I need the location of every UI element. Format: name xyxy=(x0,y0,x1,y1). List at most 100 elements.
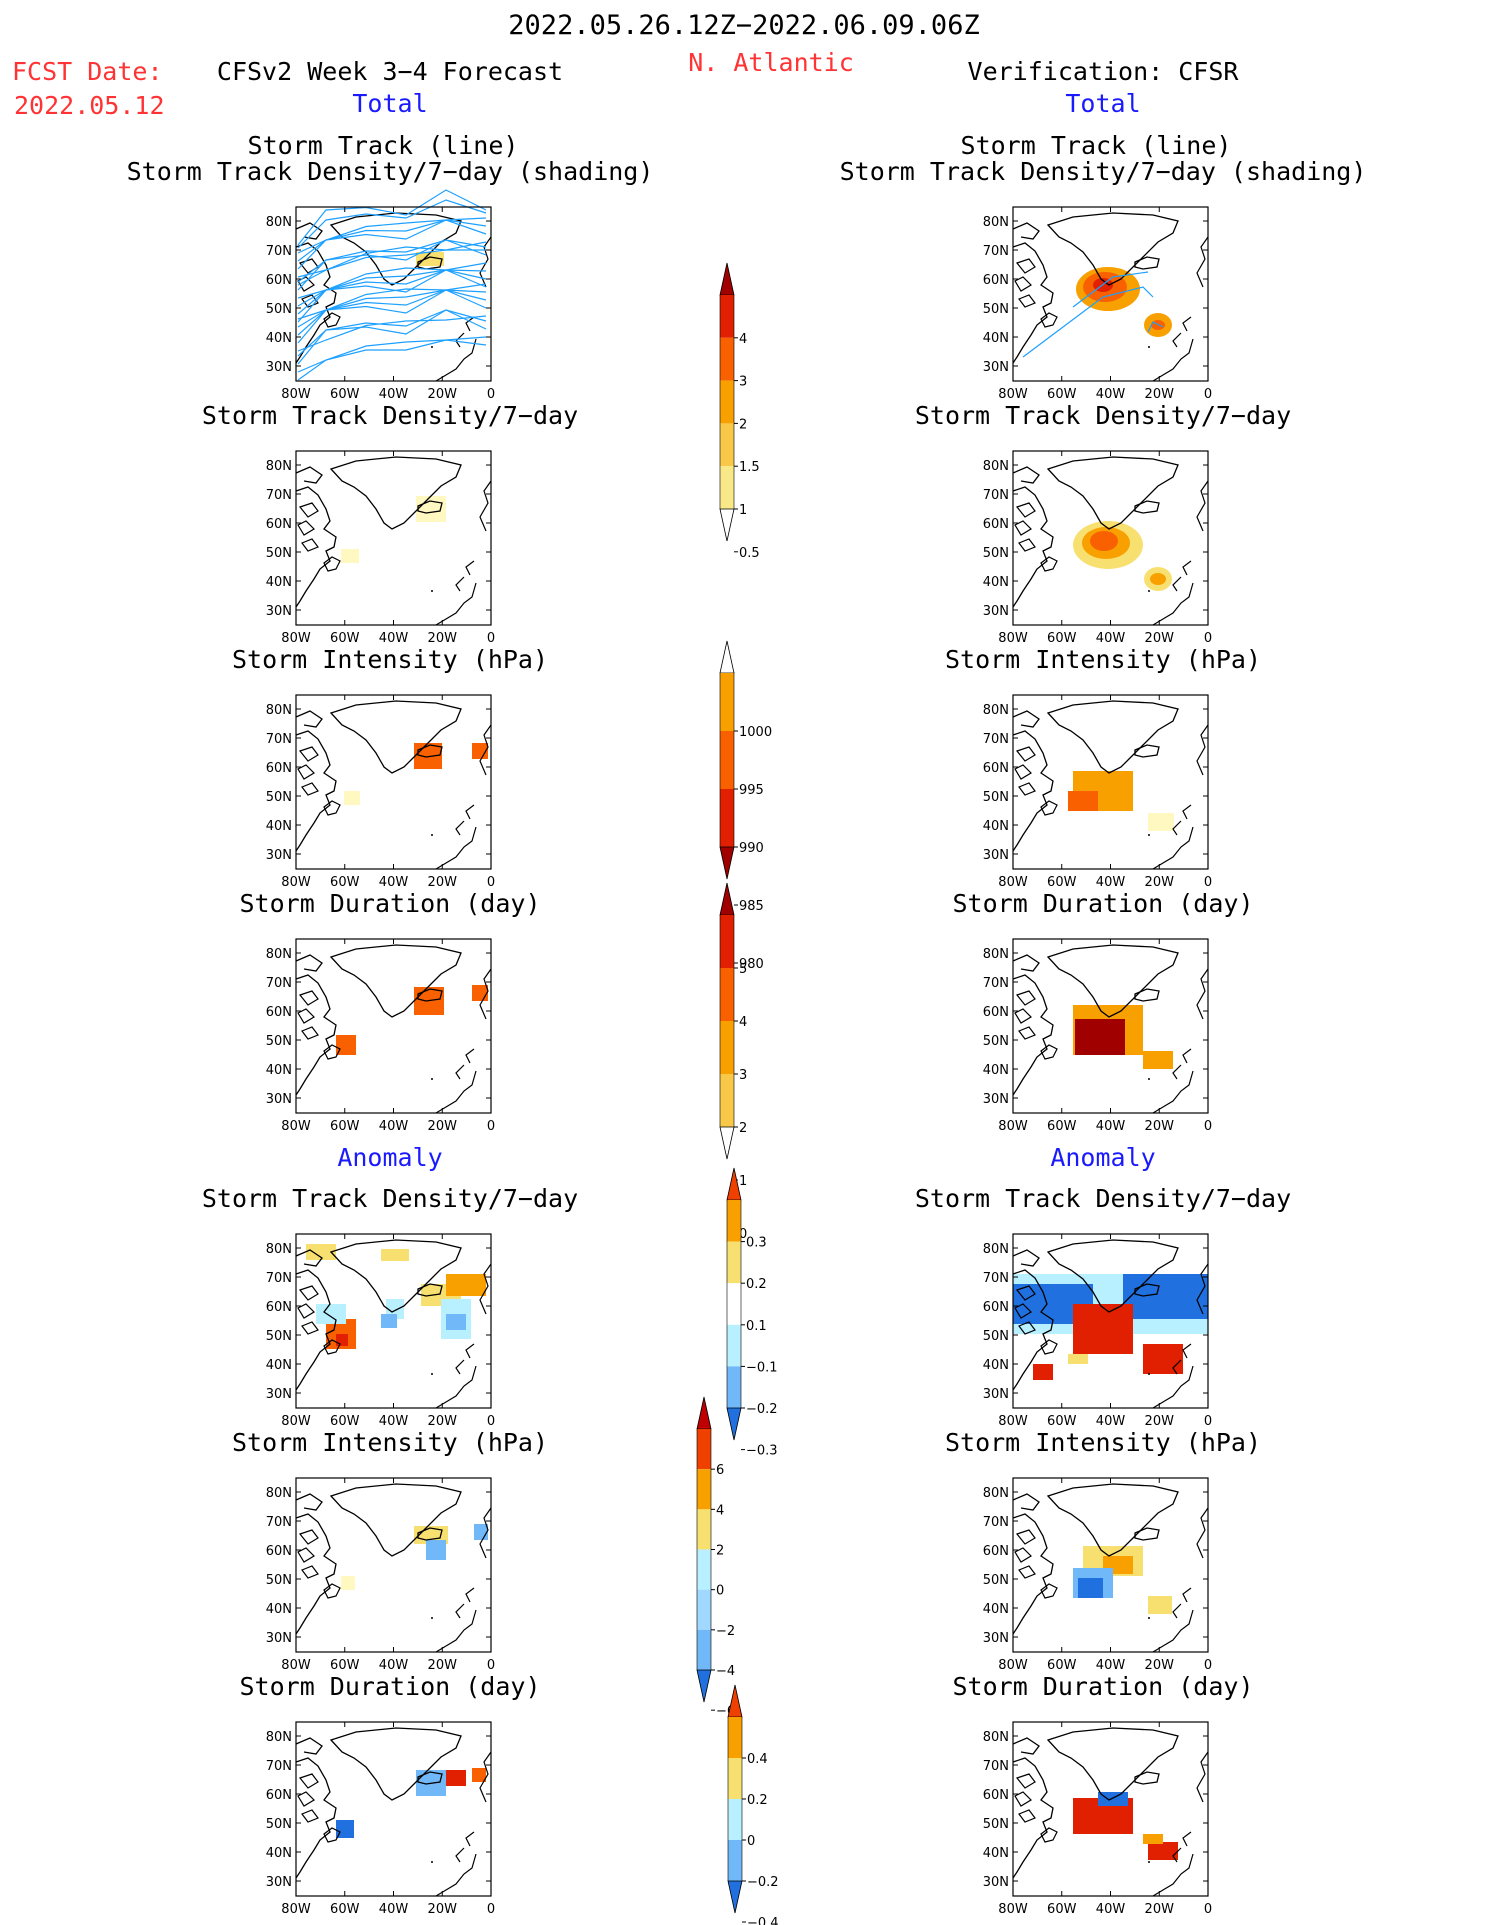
map-background xyxy=(296,451,491,625)
title-track-line-left: Storm Track (line) xyxy=(247,131,519,160)
lat-label: 60N xyxy=(266,1300,292,1315)
greenland-coast xyxy=(329,456,462,530)
lat-label: 70N xyxy=(266,976,292,991)
storm-track-line xyxy=(297,339,487,381)
lat-label: 60N xyxy=(266,1788,292,1803)
lon-label: 20W xyxy=(428,1658,458,1673)
lat-label: 50N xyxy=(266,546,292,561)
lon-label: 0 xyxy=(1204,875,1212,890)
lon-label: 0 xyxy=(1204,631,1212,646)
colorbar-intensity-total: 1000 995 990 985 980 xyxy=(719,640,772,972)
data-cell xyxy=(1098,1792,1128,1806)
data-cell xyxy=(341,549,359,563)
map-panel: 80N 70N 60N 50N 40N 30N 80W 60W 40W 20W 0 xyxy=(266,189,495,402)
colorbar-segment xyxy=(697,1469,711,1510)
storm-track-line xyxy=(297,269,487,315)
storm-track-line xyxy=(297,241,487,278)
greenland-coast xyxy=(1046,700,1179,774)
colorbar-segment xyxy=(727,1283,741,1325)
colorbar-segment xyxy=(727,1366,741,1408)
lon-label: 40W xyxy=(1096,1658,1126,1673)
island-dot xyxy=(1148,1617,1150,1619)
data-cell xyxy=(344,791,360,805)
colorbar-bottom xyxy=(719,508,735,542)
colorbar-label: 0.5 xyxy=(739,546,760,561)
anomaly-label-right: Anomaly xyxy=(1050,1143,1156,1172)
map-panel: 80N 70N 60N 50N 40N 30N 80W 60W 40W 20W 0 xyxy=(266,450,495,646)
greenland-coast xyxy=(1046,1727,1179,1801)
newfoundland-coast xyxy=(1040,1827,1058,1843)
canada-coast xyxy=(295,710,337,852)
colorbar-segment xyxy=(728,1840,742,1881)
colorbar-top xyxy=(696,1396,712,1430)
data-cell xyxy=(416,252,444,266)
iceland-coast xyxy=(417,988,443,1002)
iceland-coast xyxy=(1134,1527,1160,1541)
iceland-coast xyxy=(1134,744,1160,758)
storm-track-line xyxy=(297,315,487,352)
lat-label: 60N xyxy=(983,517,1009,532)
colorbar-segment xyxy=(720,1021,734,1074)
canada-coast xyxy=(1012,1737,1054,1879)
colorbar-segment xyxy=(720,423,734,467)
colorbar-label: 1000 xyxy=(739,725,772,740)
map-panel: 80N 70N 60N 50N 40N 30N 80W 60W 40W 20W 0 xyxy=(983,694,1212,890)
colorbar-label: 0.3 xyxy=(746,1236,767,1251)
data-cell xyxy=(446,1770,466,1786)
lat-label: 70N xyxy=(983,488,1009,503)
title-track-shading-right: Storm Track Density/7−day (shading) xyxy=(839,157,1367,186)
europe-coast xyxy=(1152,968,1209,1114)
data-cell xyxy=(1143,1051,1173,1069)
lat-label: 40N xyxy=(983,575,1009,590)
colorbar-label: −0.4 xyxy=(747,1916,779,1925)
storm-track-line xyxy=(297,217,487,254)
lon-label: 20W xyxy=(428,1414,458,1429)
canada-coast xyxy=(1012,954,1054,1096)
colorbar-top xyxy=(719,640,735,674)
data-cell xyxy=(336,1820,354,1838)
right-model-title: Verification: CFSR xyxy=(967,57,1239,86)
greenland-coast xyxy=(1046,456,1179,530)
canada-coast xyxy=(295,954,337,1096)
greenland-coast xyxy=(329,700,462,774)
lon-label: 80W xyxy=(998,1902,1028,1917)
lon-label: 0 xyxy=(487,1902,495,1917)
colorbar-top xyxy=(719,882,735,916)
lon-label: 20W xyxy=(1145,387,1175,402)
lon-label: 20W xyxy=(1145,1902,1175,1917)
lon-label: 80W xyxy=(281,1119,311,1134)
europe-coast xyxy=(1152,236,1209,382)
title-intensity-right: Storm Intensity (hPa) xyxy=(944,645,1262,674)
greenland-coast xyxy=(1046,1239,1179,1313)
colorbar-segment xyxy=(720,731,734,789)
canada-coast xyxy=(1012,1249,1054,1391)
island-dot xyxy=(431,834,433,836)
lat-label: 30N xyxy=(266,1092,292,1107)
lat-label: 30N xyxy=(983,604,1009,619)
data-cell xyxy=(1078,1578,1103,1598)
island-dot xyxy=(1148,590,1150,592)
lon-label: 20W xyxy=(428,387,458,402)
title-track-shading-left: Storm Track Density/7−day (shading) xyxy=(126,157,654,186)
lon-label: 40W xyxy=(379,1414,409,1429)
colorbar-segment xyxy=(697,1589,711,1630)
lat-label: 60N xyxy=(983,761,1009,776)
arctic-islands xyxy=(297,502,319,552)
lat-label: 40N xyxy=(266,1358,292,1373)
lat-label: 60N xyxy=(983,273,1009,288)
map-panel: 80N 70N 60N 50N 40N 30N 80W 60W 40W 20W 0 xyxy=(266,1233,495,1429)
lon-label: 60W xyxy=(1047,631,1077,646)
lat-label: 40N xyxy=(983,819,1009,834)
newfoundland-coast xyxy=(323,1583,341,1599)
lat-label: 80N xyxy=(266,215,292,230)
lon-label: 0 xyxy=(487,875,495,890)
storm-track-line xyxy=(297,199,487,249)
data-cell xyxy=(1148,1842,1178,1860)
canada-coast xyxy=(295,1249,337,1391)
colorbar-segment xyxy=(720,915,734,968)
colorbar-segment xyxy=(720,337,734,381)
colorbar-segment xyxy=(727,1324,741,1367)
lon-label: 80W xyxy=(281,631,311,646)
colorbar-label: 2 xyxy=(716,1544,724,1559)
lat-label: 60N xyxy=(266,1544,292,1559)
